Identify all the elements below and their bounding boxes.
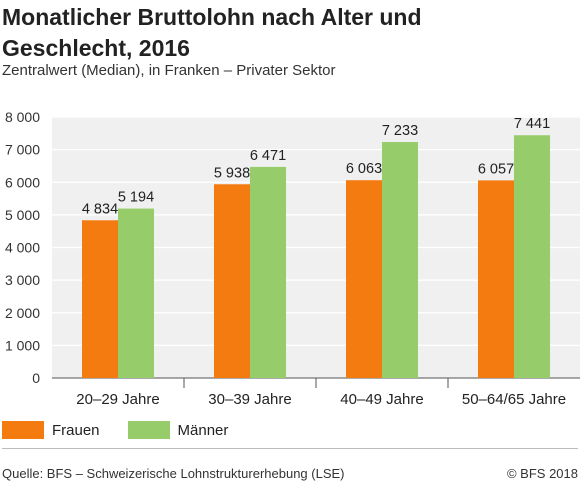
y-tick-label: 4 000 (5, 240, 40, 256)
x-tick-label: 20–29 Jahre (76, 391, 159, 408)
data-label: 5 938 (214, 165, 250, 181)
bar-maenner (382, 142, 418, 378)
y-tick-label: 3 000 (5, 272, 40, 288)
y-tick-label: 2 000 (5, 305, 40, 321)
bar-maenner (250, 166, 286, 378)
x-tick-label: 30–39 Jahre (208, 391, 291, 408)
bar-maenner (514, 135, 550, 378)
legend-label-maenner: Männer (177, 421, 229, 439)
data-label: 6 057 (478, 161, 514, 177)
legend-item-frauen: Frauen (2, 421, 100, 439)
y-tick-label: 5 000 (5, 207, 40, 223)
y-tick-label: 6 000 (5, 174, 40, 190)
data-label: 6 471 (250, 148, 286, 164)
x-tick-label: 40–49 Jahre (340, 391, 423, 408)
data-label: 6 063 (346, 161, 382, 177)
bars (82, 135, 550, 378)
bar-chart: 0 1 000 2 000 3 000 4 000 5 000 6 000 7 000 8 00… (5, 109, 580, 408)
y-tick-label: 8 000 (5, 109, 40, 125)
chart-subtitle: Zentralwert (Median), in Franken – Priva… (2, 62, 336, 79)
legend-label-frauen: Frauen (52, 421, 100, 439)
y-axis: 0 1 000 2 000 3 000 4 000 5 000 6 000 7 000 8 00… (5, 109, 580, 386)
x-axis: 20–29 Jahre 30–39 Jahre 40–49 Jahre 50–64/6… (76, 378, 566, 408)
legend: Frauen Männer (2, 421, 256, 439)
y-tick-label: 1 000 (5, 337, 40, 353)
bar-frauen (214, 184, 250, 378)
legend-swatch-frauen (2, 421, 44, 439)
chart-title: Monatlicher Bruttolohn nach Alter und Ge… (2, 4, 422, 61)
copyright-note: © BFS 2018 (506, 466, 578, 481)
bar-maenner (118, 208, 154, 378)
data-label: 7 441 (514, 116, 550, 132)
y-tick-label: 7 000 (5, 142, 40, 158)
data-label: 5 194 (118, 190, 154, 206)
footer-divider (2, 448, 578, 449)
x-tick-label: 50–64/65 Jahre (462, 391, 566, 408)
bar-frauen (82, 220, 118, 378)
data-label: 7 233 (382, 123, 418, 139)
bar-frauen (346, 180, 382, 378)
bar-frauen (478, 180, 514, 378)
source-note: Quelle: BFS – Schweizerische Lohnstruktu… (2, 466, 345, 481)
y-tick-label: 0 (32, 370, 40, 386)
legend-item-maenner: Männer (127, 421, 229, 439)
legend-swatch-maenner (127, 421, 170, 439)
data-label: 4 834 (82, 201, 118, 217)
